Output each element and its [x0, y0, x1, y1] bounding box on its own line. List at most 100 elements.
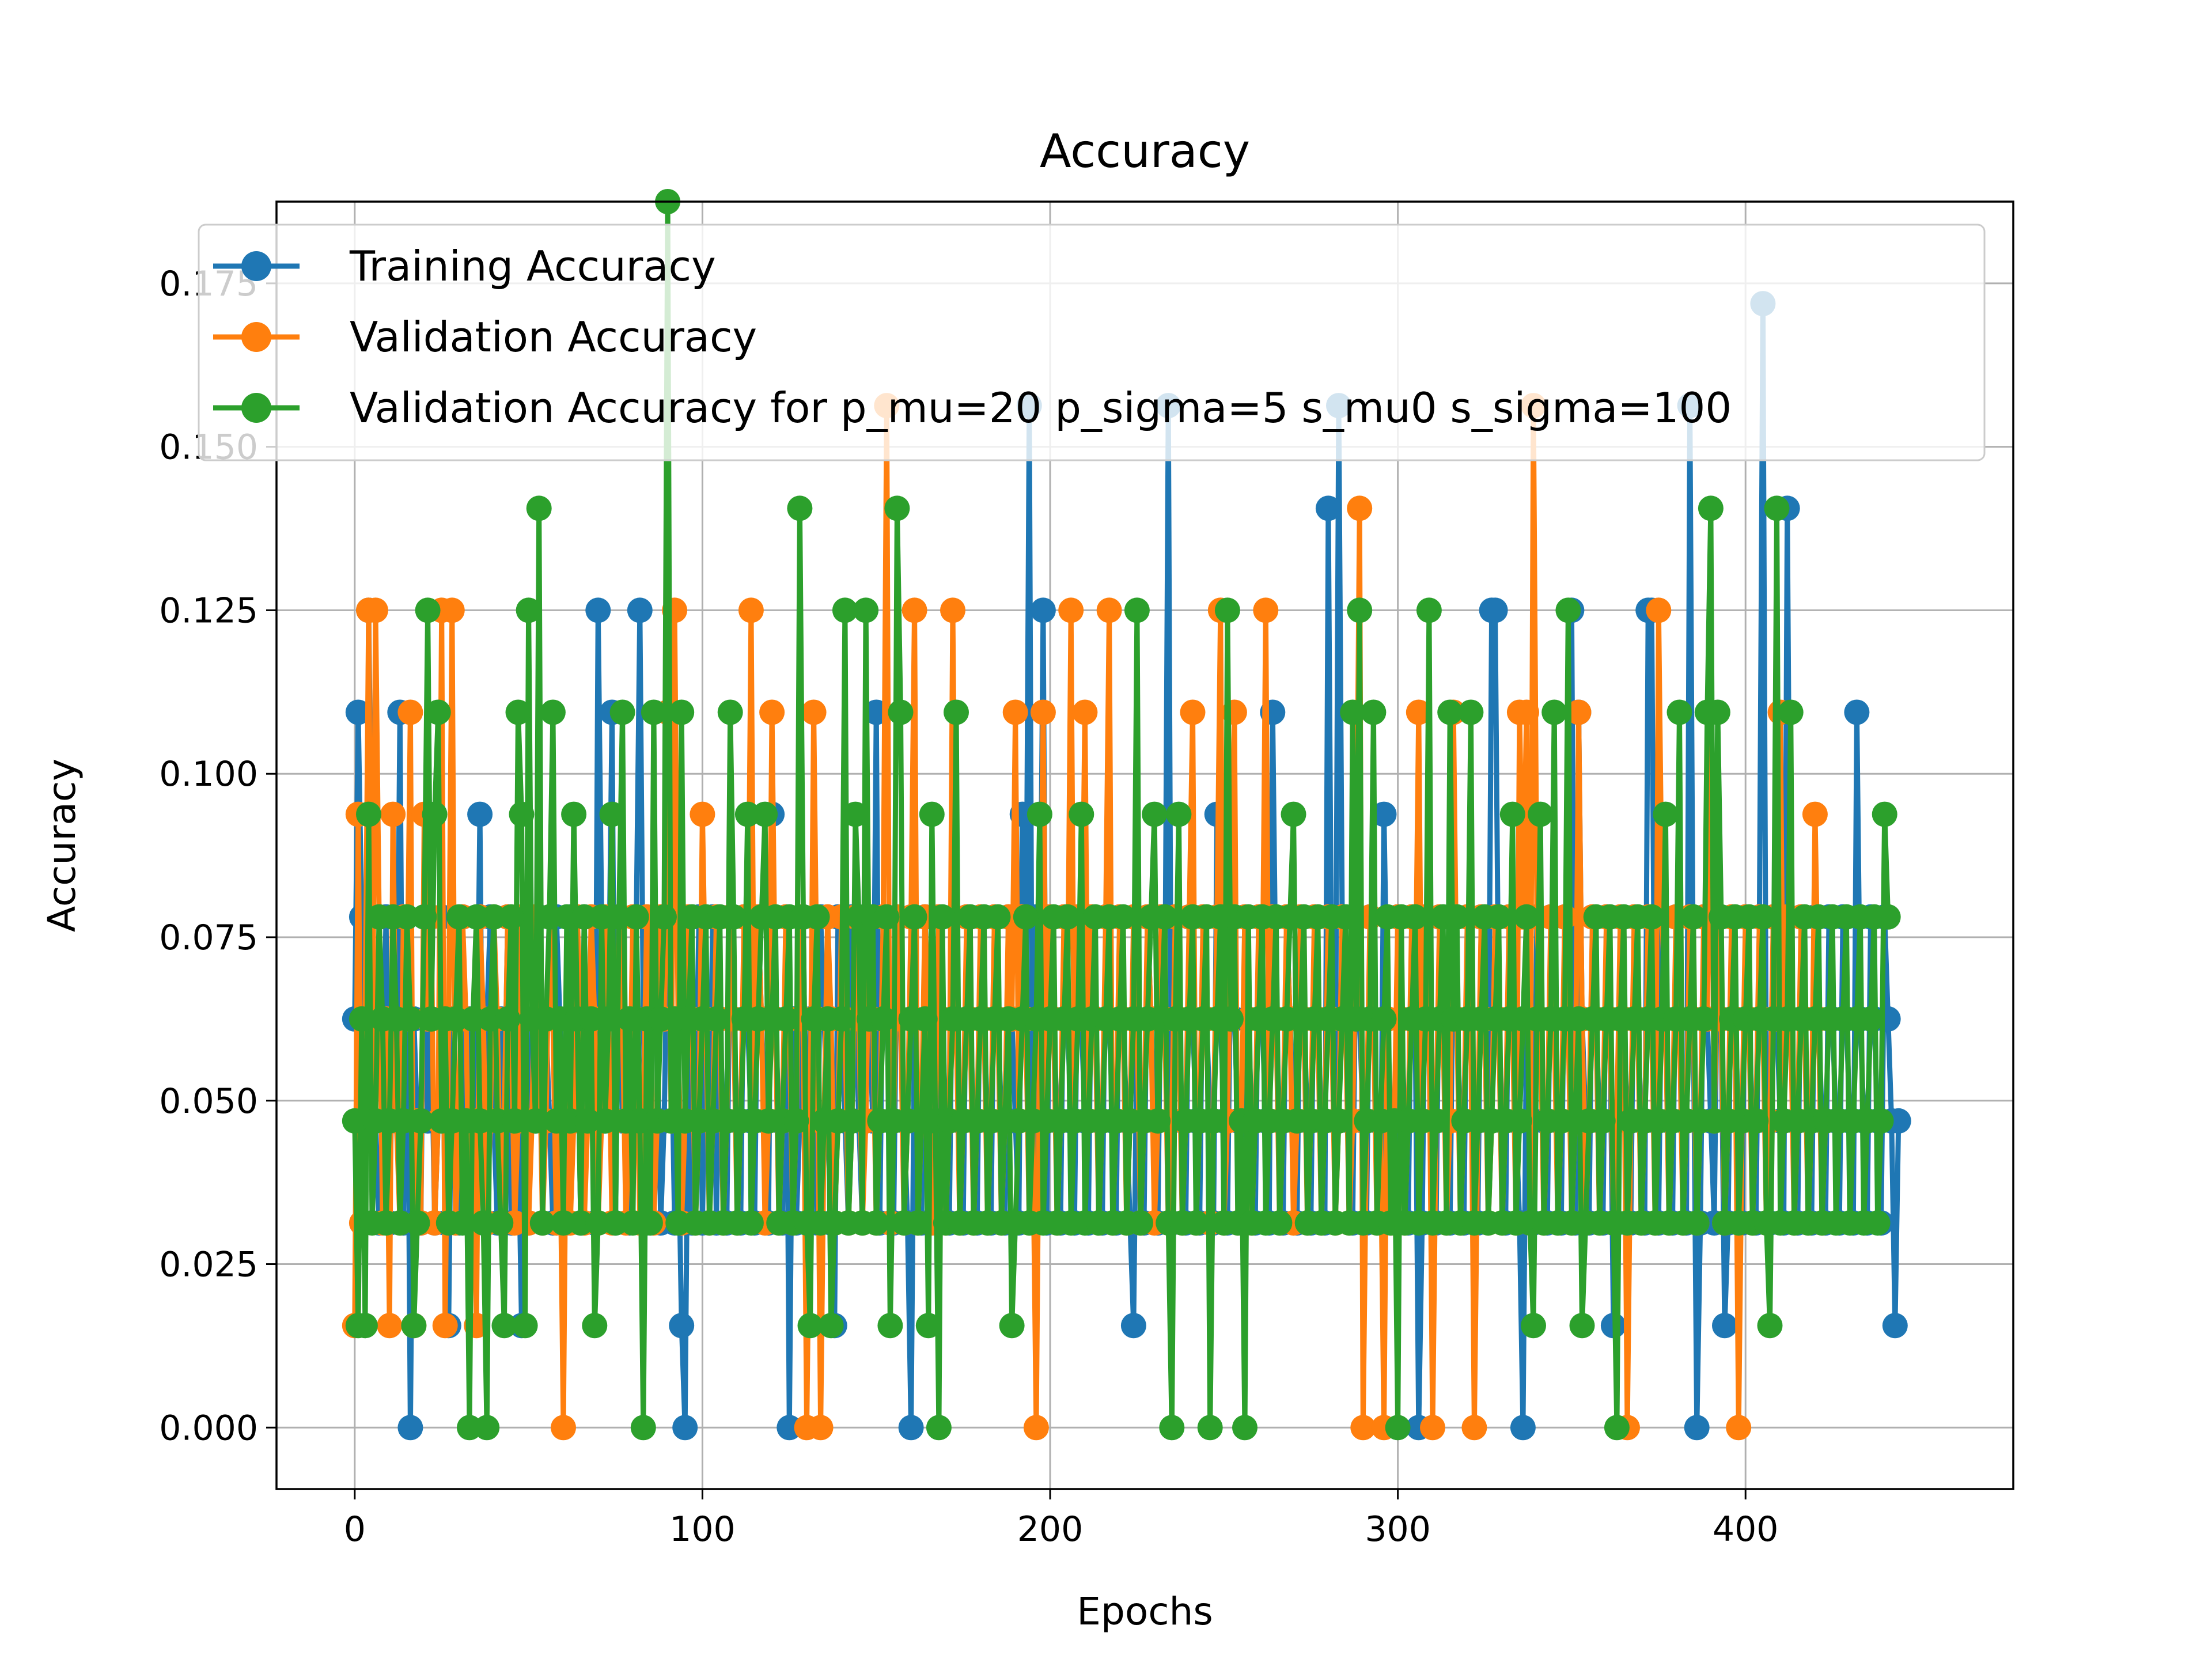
data-point	[387, 1210, 413, 1236]
data-point	[464, 904, 490, 930]
legend-marker	[241, 393, 271, 423]
data-point	[627, 1108, 653, 1134]
data-point	[637, 1210, 663, 1236]
data-point	[1023, 1415, 1049, 1441]
data-point	[1326, 1108, 1351, 1134]
legend-label: Validation Accuracy for p_mu=20 p_sigma=…	[350, 384, 1732, 432]
data-point	[1030, 699, 1056, 725]
data-point	[1778, 699, 1804, 725]
data-point	[1030, 597, 1056, 623]
data-point	[551, 1210, 576, 1236]
data-point	[1361, 699, 1387, 725]
data-point	[1590, 1108, 1616, 1134]
data-point	[929, 904, 955, 930]
y-tick-label: 0.025	[159, 1245, 258, 1285]
data-point	[1858, 1006, 1884, 1032]
data-point	[526, 495, 552, 521]
data-point	[1142, 801, 1168, 827]
data-point	[1872, 801, 1897, 827]
legend-entry: Validation Accuracy	[213, 313, 757, 361]
data-point	[529, 1210, 555, 1236]
data-point	[516, 597, 541, 623]
data-point	[1340, 699, 1366, 725]
data-point	[1764, 495, 1790, 521]
data-point	[1868, 1108, 1894, 1134]
data-point	[1482, 597, 1508, 623]
data-point	[1666, 699, 1692, 725]
data-point	[1232, 1415, 1257, 1441]
data-point	[797, 1313, 823, 1339]
data-point	[1684, 1210, 1710, 1236]
data-point	[1406, 699, 1431, 725]
data-point	[915, 1313, 941, 1339]
data-point	[1437, 699, 1463, 725]
data-point	[481, 904, 507, 930]
data-point	[832, 597, 858, 623]
data-point	[1514, 904, 1539, 930]
data-point	[363, 597, 388, 623]
data-point	[1566, 699, 1592, 725]
data-point	[505, 699, 531, 725]
data-point	[1120, 1313, 1146, 1339]
data-point	[801, 699, 827, 725]
plot-frame	[275, 200, 2014, 1490]
data-point	[1069, 801, 1094, 827]
data-point	[1865, 1210, 1891, 1236]
data-point	[1402, 904, 1428, 930]
data-point	[512, 1313, 538, 1339]
data-point	[1058, 597, 1084, 623]
data-point	[738, 597, 764, 623]
data-point	[898, 1415, 924, 1441]
data-point	[1569, 1313, 1595, 1339]
data-point	[460, 1006, 486, 1032]
data-point	[1013, 904, 1039, 930]
data-point	[401, 1313, 427, 1339]
data-point	[1712, 1313, 1737, 1339]
data-point	[641, 699, 666, 725]
data-point	[349, 1006, 374, 1032]
data-point	[380, 801, 406, 827]
data-point	[620, 1210, 646, 1236]
data-point	[1420, 1415, 1445, 1441]
data-point	[1726, 1415, 1752, 1441]
data-point	[1639, 904, 1665, 930]
x-axis-ticks: 0 100 200 300 400	[344, 1489, 1778, 1550]
x-tick-label: 100	[669, 1509, 736, 1550]
data-point	[547, 1006, 573, 1032]
data-point	[1757, 1313, 1783, 1339]
data-point	[1055, 904, 1081, 930]
data-point	[1691, 1006, 1717, 1032]
data-point	[397, 1415, 423, 1441]
data-point	[690, 801, 715, 827]
series-layer	[342, 189, 1911, 1441]
data-point	[870, 1006, 896, 1032]
data-point	[863, 1210, 889, 1236]
data-point	[509, 801, 535, 827]
data-point	[773, 1006, 799, 1032]
data-point	[467, 801, 493, 827]
data-point	[1680, 904, 1706, 930]
data-point	[1110, 904, 1136, 930]
data-point	[1166, 801, 1192, 827]
data-point	[1844, 699, 1870, 725]
data-point	[783, 1108, 809, 1134]
data-point	[606, 904, 632, 930]
data-point	[1159, 1415, 1185, 1441]
data-point	[1350, 1415, 1376, 1441]
data-point	[495, 1006, 521, 1032]
data-point	[999, 1313, 1025, 1339]
data-point	[1521, 1313, 1546, 1339]
data-point	[1684, 1415, 1710, 1441]
legend-marker	[241, 322, 271, 352]
data-point	[1152, 904, 1178, 930]
data-point	[818, 1313, 844, 1339]
legend-label: Validation Accuracy	[350, 313, 757, 361]
y-tick-label: 0.000	[159, 1408, 258, 1448]
data-point	[1347, 495, 1373, 521]
data-point	[672, 1415, 698, 1441]
data-point	[616, 1006, 642, 1032]
data-point	[1510, 1415, 1536, 1441]
data-point	[940, 597, 965, 623]
data-point	[1128, 1210, 1153, 1236]
